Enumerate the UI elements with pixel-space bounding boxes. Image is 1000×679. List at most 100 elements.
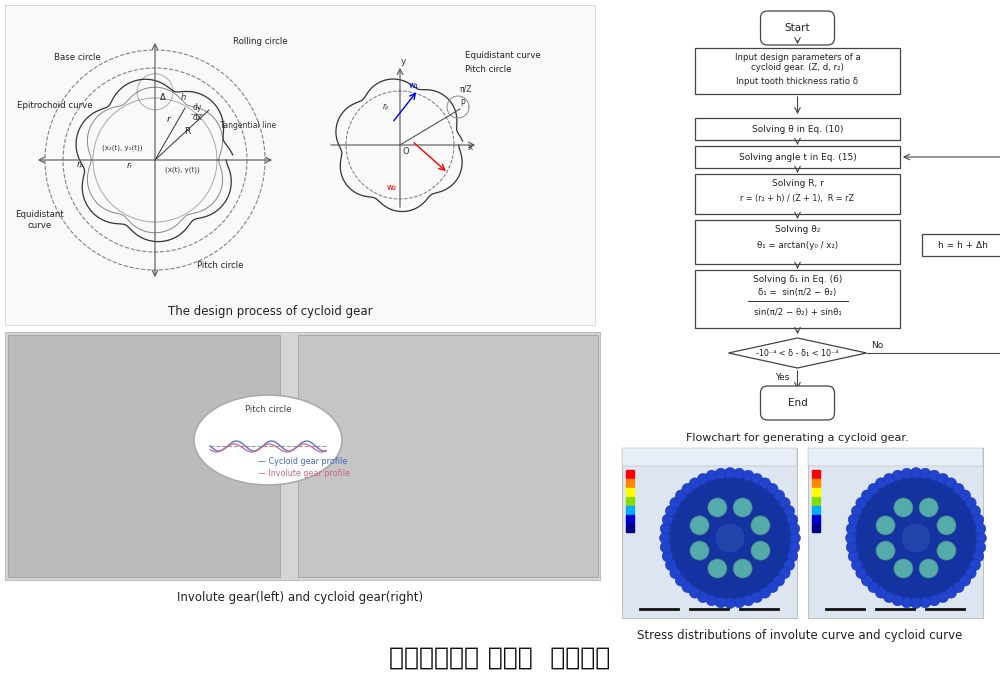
Circle shape (469, 358, 480, 369)
Circle shape (846, 524, 857, 534)
Circle shape (876, 541, 895, 560)
Polygon shape (68, 524, 81, 536)
Circle shape (427, 409, 443, 426)
Circle shape (708, 498, 727, 517)
Text: w₂: w₂ (387, 183, 397, 191)
Circle shape (697, 473, 708, 484)
Circle shape (787, 514, 798, 525)
Circle shape (892, 470, 903, 481)
Bar (812, 506, 820, 514)
Polygon shape (49, 407, 60, 420)
Circle shape (846, 542, 857, 553)
Circle shape (929, 470, 940, 481)
Circle shape (919, 559, 938, 578)
Polygon shape (141, 355, 154, 365)
Circle shape (377, 526, 388, 537)
Polygon shape (211, 395, 224, 406)
Polygon shape (96, 543, 108, 554)
Circle shape (774, 490, 785, 501)
Circle shape (767, 483, 778, 494)
Circle shape (542, 470, 553, 481)
Circle shape (357, 406, 368, 418)
Circle shape (45, 364, 235, 554)
Circle shape (436, 552, 447, 563)
Circle shape (670, 568, 681, 579)
FancyBboxPatch shape (8, 335, 280, 577)
Polygon shape (42, 422, 53, 435)
Polygon shape (110, 549, 123, 559)
Polygon shape (70, 381, 81, 394)
Text: Base circle: Base circle (54, 54, 100, 62)
Circle shape (894, 498, 913, 517)
Circle shape (662, 514, 673, 525)
Bar (626, 470, 634, 478)
Text: Yes: Yes (775, 373, 790, 382)
Text: Equidistant curve: Equidistant curve (465, 50, 541, 60)
Circle shape (929, 595, 940, 606)
Circle shape (883, 591, 894, 603)
Circle shape (848, 551, 859, 562)
Circle shape (751, 516, 770, 535)
Text: cycloid gear. (Z, d, r₂): cycloid gear. (Z, d, r₂) (751, 64, 844, 73)
Circle shape (875, 587, 886, 598)
Circle shape (405, 544, 416, 555)
Bar (626, 524, 634, 532)
Circle shape (894, 559, 913, 578)
Circle shape (946, 587, 957, 598)
Circle shape (94, 429, 110, 445)
Circle shape (438, 447, 462, 471)
Circle shape (734, 468, 745, 479)
Polygon shape (227, 483, 238, 496)
Polygon shape (81, 534, 94, 546)
Circle shape (751, 541, 770, 560)
Circle shape (346, 454, 356, 464)
Circle shape (347, 470, 358, 481)
Polygon shape (186, 372, 199, 384)
Circle shape (743, 595, 754, 606)
Polygon shape (126, 553, 139, 563)
Circle shape (390, 536, 401, 547)
Circle shape (366, 392, 377, 404)
Text: h = h + Δh: h = h + Δh (938, 240, 988, 249)
Circle shape (790, 532, 800, 543)
Circle shape (175, 458, 191, 475)
Circle shape (976, 532, 986, 543)
Circle shape (953, 582, 964, 593)
Circle shape (724, 598, 736, 608)
Polygon shape (47, 498, 60, 510)
Text: P: P (461, 98, 465, 107)
Circle shape (399, 458, 415, 475)
Polygon shape (172, 364, 184, 375)
Circle shape (861, 490, 872, 501)
Ellipse shape (194, 395, 342, 485)
Polygon shape (199, 524, 210, 537)
Polygon shape (126, 355, 139, 365)
Circle shape (946, 478, 957, 489)
Circle shape (420, 549, 431, 560)
Circle shape (938, 473, 949, 484)
Circle shape (734, 597, 745, 608)
Circle shape (542, 437, 553, 448)
Circle shape (919, 498, 938, 517)
Circle shape (752, 591, 763, 603)
Circle shape (480, 429, 496, 445)
Polygon shape (141, 553, 154, 563)
Circle shape (970, 505, 981, 517)
FancyBboxPatch shape (922, 234, 1000, 256)
Circle shape (453, 552, 464, 563)
Circle shape (484, 363, 495, 374)
Text: — Cycloid gear profile: — Cycloid gear profile (258, 458, 347, 466)
Circle shape (170, 429, 186, 445)
Circle shape (351, 485, 362, 496)
Circle shape (920, 597, 931, 608)
Text: Stress distributions of involute curve and cycloid curve: Stress distributions of involute curve a… (637, 629, 963, 642)
Text: The design process of cycloid gear: The design process of cycloid gear (168, 306, 372, 318)
Circle shape (937, 541, 956, 560)
Circle shape (789, 524, 800, 534)
Circle shape (670, 478, 790, 598)
Text: Solving δ₁ in Eq. (6): Solving δ₁ in Eq. (6) (753, 274, 842, 284)
Text: dy: dy (192, 103, 202, 113)
Polygon shape (37, 468, 48, 481)
Circle shape (715, 597, 726, 608)
Text: Pitch circle: Pitch circle (197, 261, 243, 270)
